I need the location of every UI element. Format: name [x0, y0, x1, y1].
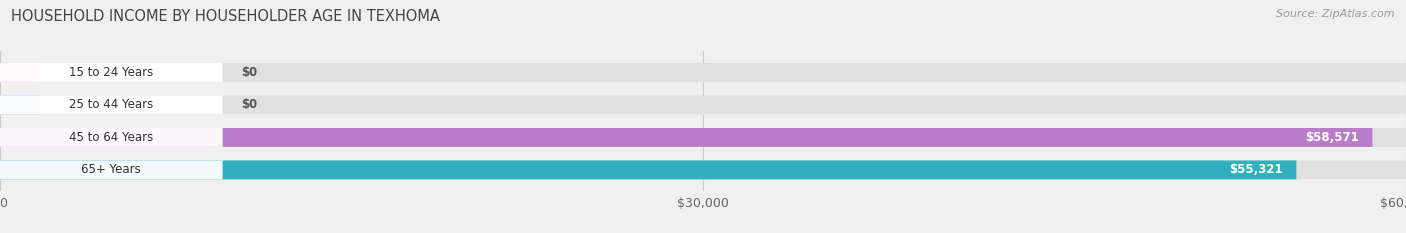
Text: 45 to 64 Years: 45 to 64 Years [69, 131, 153, 144]
FancyBboxPatch shape [0, 161, 1296, 179]
FancyBboxPatch shape [0, 63, 1406, 82]
FancyBboxPatch shape [0, 96, 1406, 114]
Text: Source: ZipAtlas.com: Source: ZipAtlas.com [1277, 9, 1395, 19]
Text: 15 to 24 Years: 15 to 24 Years [69, 66, 153, 79]
Text: $58,571: $58,571 [1305, 131, 1358, 144]
Text: 65+ Years: 65+ Years [82, 163, 141, 176]
FancyBboxPatch shape [0, 63, 222, 82]
FancyBboxPatch shape [0, 128, 222, 147]
FancyBboxPatch shape [0, 128, 1406, 147]
Text: $0: $0 [242, 98, 257, 111]
Text: $0: $0 [242, 66, 257, 79]
Text: $55,321: $55,321 [1229, 163, 1282, 176]
Text: 25 to 44 Years: 25 to 44 Years [69, 98, 153, 111]
Text: HOUSEHOLD INCOME BY HOUSEHOLDER AGE IN TEXHOMA: HOUSEHOLD INCOME BY HOUSEHOLDER AGE IN T… [11, 9, 440, 24]
FancyBboxPatch shape [0, 96, 222, 114]
FancyBboxPatch shape [0, 128, 1372, 147]
FancyBboxPatch shape [0, 63, 39, 82]
FancyBboxPatch shape [0, 96, 39, 114]
FancyBboxPatch shape [0, 161, 222, 179]
FancyBboxPatch shape [0, 161, 1406, 179]
